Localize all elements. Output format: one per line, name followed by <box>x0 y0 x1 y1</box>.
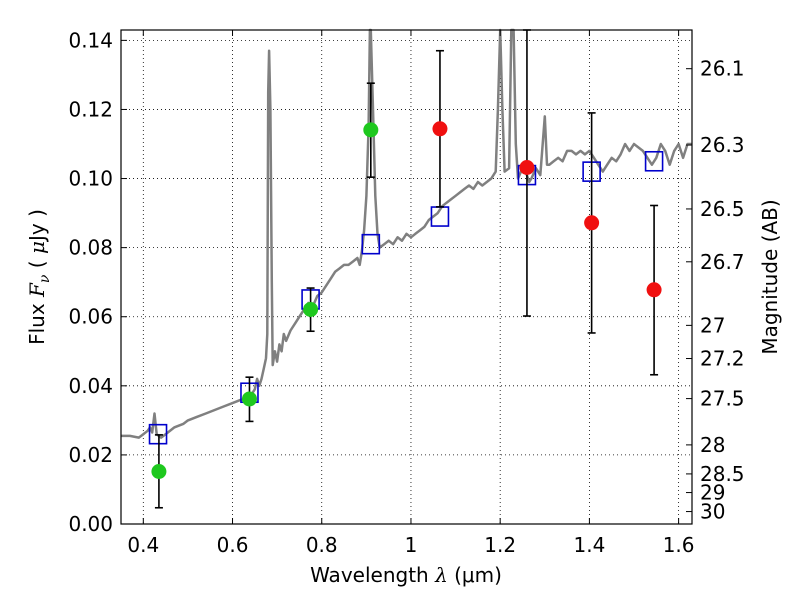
y-tick-label: 0.06 <box>68 305 113 329</box>
right-tick-label: 27.5 <box>700 387 745 411</box>
x-tick-label: 0.4 <box>127 533 159 557</box>
observed-point <box>151 463 167 479</box>
y-tick-label: 0.08 <box>68 236 113 260</box>
tick-marks <box>121 30 692 525</box>
observed-point <box>646 282 662 298</box>
observed-point <box>363 122 379 138</box>
right-tick-label: 28.5 <box>700 462 745 486</box>
x-tick-label: 0.8 <box>306 533 338 557</box>
y-tick-label: 0.10 <box>68 167 113 191</box>
y-tick-label: 0.02 <box>68 443 113 467</box>
y-tick-label: 0.00 <box>68 512 113 536</box>
spectrum-line <box>121 28 692 439</box>
y-tick-label: 0.14 <box>68 28 113 52</box>
plot-frame <box>120 29 693 525</box>
right-tick-label: 27.2 <box>700 347 745 371</box>
y-tick-label: 0.04 <box>68 374 113 398</box>
spectrum-curve-group <box>121 28 692 439</box>
right-tick-label: 28 <box>700 433 725 457</box>
model-square-marker <box>148 423 168 445</box>
x-axis-title: Wavelength λ (μm) <box>310 563 502 587</box>
observed-point <box>584 215 600 231</box>
model-square-marker <box>644 150 664 172</box>
model-square-marker <box>361 233 381 255</box>
x-tick-label: 1.4 <box>573 533 605 557</box>
observed-point <box>303 301 319 317</box>
x-tick-label: 1 <box>405 533 418 557</box>
right-tick-label: 26.1 <box>700 57 745 81</box>
right-tick-label: 26.5 <box>700 197 745 221</box>
error-bar-group <box>154 29 659 509</box>
y-axis-title: Flux Fν ( μJy ) <box>25 209 53 345</box>
x-tick-label: 0.6 <box>217 533 249 557</box>
right-tick-label: 30 <box>700 500 725 524</box>
right-tick-label: 26.3 <box>700 133 745 157</box>
observed-point <box>241 391 257 407</box>
right-tick-label: 29 <box>700 481 725 505</box>
observed-point-group <box>151 121 662 479</box>
x-tick-labels: 0.4 0.6 0.8 1 1.2 1.4 1.6 <box>127 533 694 557</box>
model-square-group <box>148 150 664 445</box>
x-tick-label: 1.2 <box>484 533 516 557</box>
grid-lines <box>121 30 692 525</box>
observed-point <box>432 121 448 137</box>
right-tick-label: 26.7 <box>700 250 745 274</box>
y-tick-label: 0.12 <box>68 97 113 121</box>
x-tick-label: 1.6 <box>663 533 695 557</box>
right-axis-title: Magnitude (AB) <box>758 199 782 354</box>
y-tick-labels: 0.00 0.02 0.04 0.06 0.08 0.10 0.12 0.14 <box>68 28 113 536</box>
right-tick-label: 27 <box>700 313 725 337</box>
observed-point <box>519 159 535 175</box>
